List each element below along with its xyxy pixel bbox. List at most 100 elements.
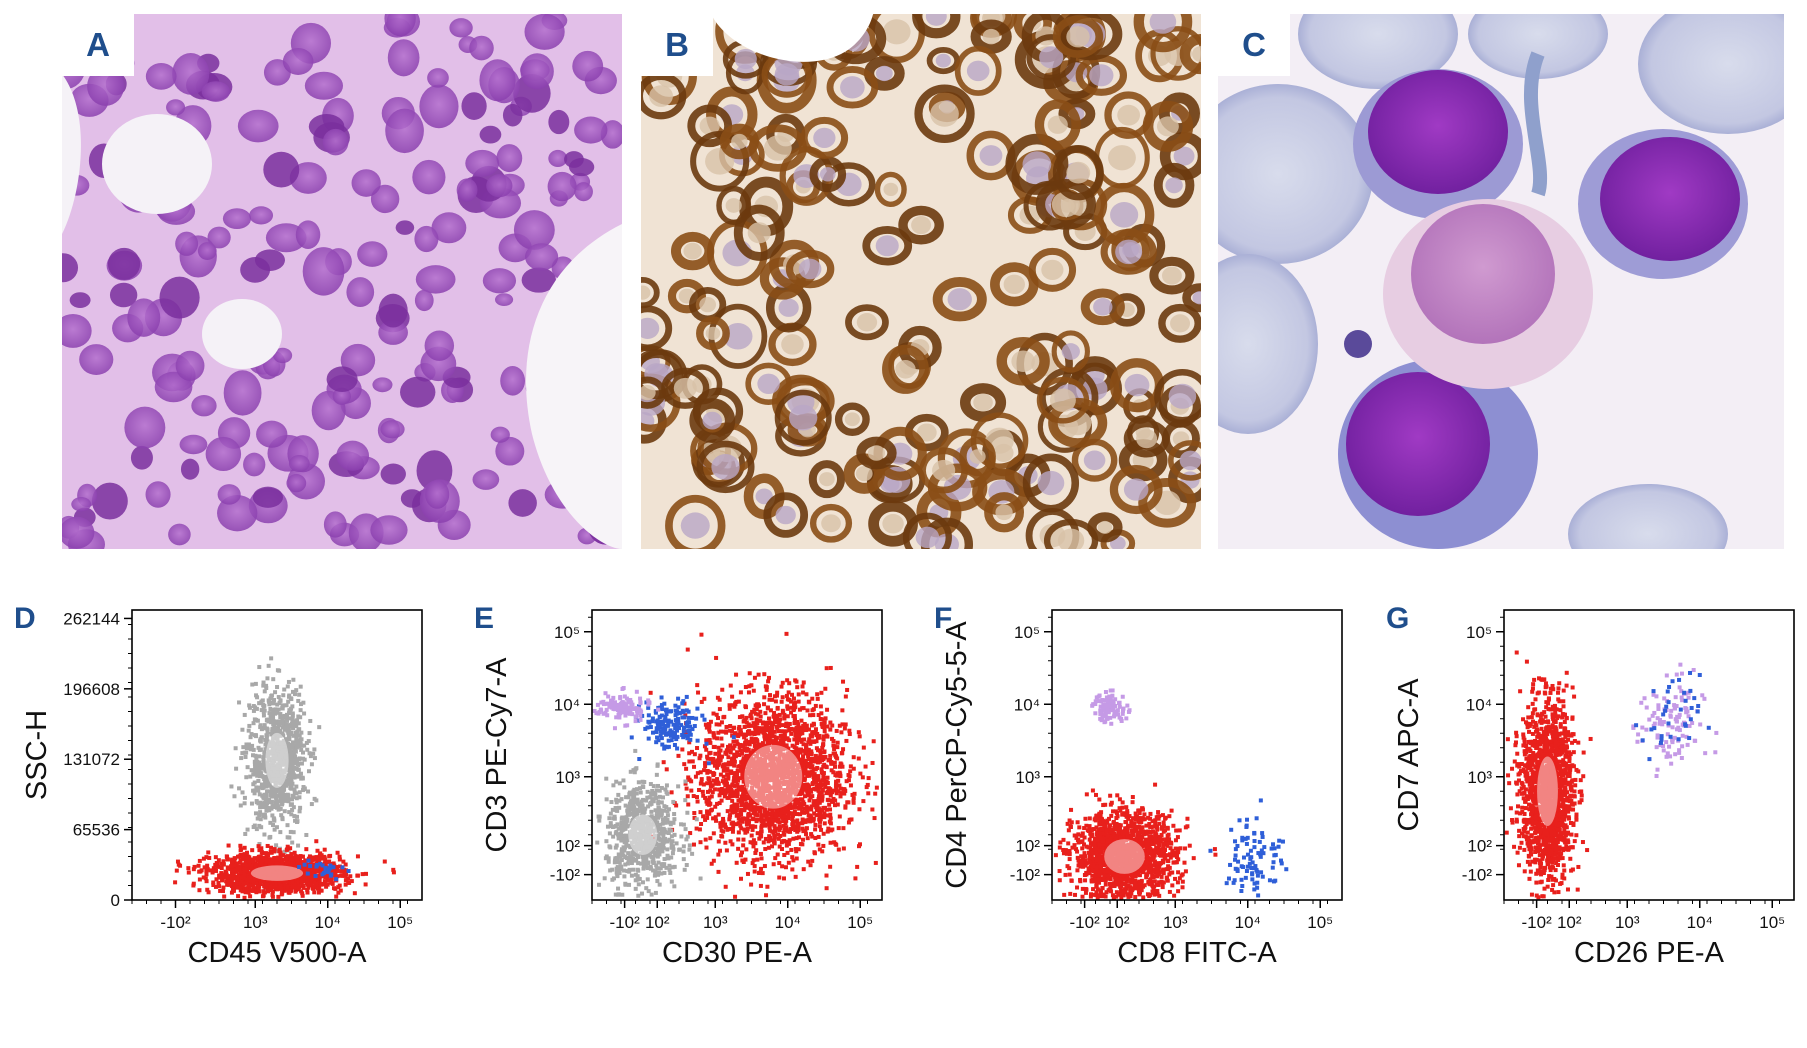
data-point	[734, 822, 739, 827]
data-point	[283, 774, 288, 779]
data-point	[753, 782, 758, 787]
data-point	[251, 772, 256, 777]
data-point	[265, 789, 270, 794]
data-point	[735, 805, 740, 810]
data-point	[837, 764, 842, 769]
data-point	[716, 745, 721, 750]
data-point	[736, 812, 741, 817]
data-point	[282, 687, 287, 692]
data-point	[278, 850, 283, 855]
data-point	[698, 753, 703, 758]
data-point	[813, 767, 818, 772]
data-point	[775, 852, 780, 857]
data-point	[264, 774, 269, 779]
data-point	[827, 813, 832, 818]
data-point	[744, 801, 749, 806]
data-point	[709, 861, 714, 866]
data-point	[835, 745, 840, 750]
data-point	[751, 721, 756, 726]
data-point	[718, 772, 723, 777]
data-point	[259, 850, 264, 855]
data-point	[811, 818, 816, 823]
data-point	[736, 764, 741, 769]
data-point	[283, 875, 288, 880]
data-point	[338, 888, 343, 893]
data-point	[698, 810, 703, 815]
data-point	[284, 703, 289, 708]
data-point	[796, 722, 801, 727]
data-point	[809, 749, 814, 754]
data-point	[787, 803, 792, 808]
data-point	[790, 812, 795, 817]
data-point	[251, 721, 256, 726]
data-point	[242, 712, 247, 717]
data-point	[745, 871, 750, 876]
data-point	[733, 793, 738, 798]
data-point	[261, 755, 266, 760]
data-point	[808, 863, 813, 868]
data-point	[764, 743, 769, 748]
data-point	[263, 851, 268, 856]
data-point	[777, 827, 782, 832]
data-point	[795, 767, 800, 772]
data-point	[607, 844, 612, 849]
data-point	[289, 888, 294, 893]
data-point	[789, 731, 794, 736]
data-point	[759, 856, 764, 861]
data-point	[825, 797, 830, 802]
data-point	[762, 753, 767, 758]
data-point	[288, 779, 293, 784]
data-point	[750, 764, 755, 769]
data-point	[730, 783, 735, 788]
data-point	[828, 793, 833, 798]
data-point	[288, 760, 293, 765]
data-point	[264, 872, 269, 877]
data-point	[252, 871, 257, 876]
data-point	[770, 758, 775, 763]
data-point	[861, 745, 866, 750]
data-point	[777, 875, 782, 880]
data-point	[754, 773, 759, 778]
data-point	[342, 873, 347, 878]
data-point	[764, 728, 769, 733]
data-point	[301, 860, 306, 865]
data-point	[818, 811, 823, 816]
data-point	[812, 739, 817, 744]
data-point	[674, 803, 679, 808]
data-point	[240, 751, 245, 756]
data-point	[775, 746, 780, 751]
data-point	[801, 829, 806, 834]
data-point	[825, 775, 830, 780]
data-point	[796, 835, 801, 840]
data-point	[266, 781, 271, 786]
data-point	[763, 737, 768, 742]
data-point	[597, 818, 602, 823]
data-point	[800, 773, 805, 778]
data-point	[818, 750, 823, 755]
data-point	[275, 875, 280, 880]
data-point	[274, 777, 279, 782]
data-point	[262, 832, 267, 837]
data-point	[752, 791, 757, 796]
data-point	[205, 887, 210, 892]
data-point	[827, 791, 832, 796]
data-point	[798, 778, 803, 783]
data-point	[738, 810, 743, 815]
data-point	[645, 866, 650, 871]
data-point	[751, 844, 756, 849]
data-point	[239, 756, 244, 761]
data-point	[739, 850, 744, 855]
data-point	[822, 755, 827, 760]
data-point	[786, 775, 791, 780]
data-point	[305, 865, 310, 870]
data-point	[298, 684, 303, 689]
data-point	[301, 868, 306, 873]
data-point	[760, 805, 765, 810]
data-point	[808, 713, 813, 718]
data-point	[747, 755, 752, 760]
data-point	[811, 767, 816, 772]
data-point	[746, 821, 751, 826]
data-point	[219, 865, 224, 870]
data-point	[669, 840, 674, 845]
data-point	[775, 783, 780, 788]
